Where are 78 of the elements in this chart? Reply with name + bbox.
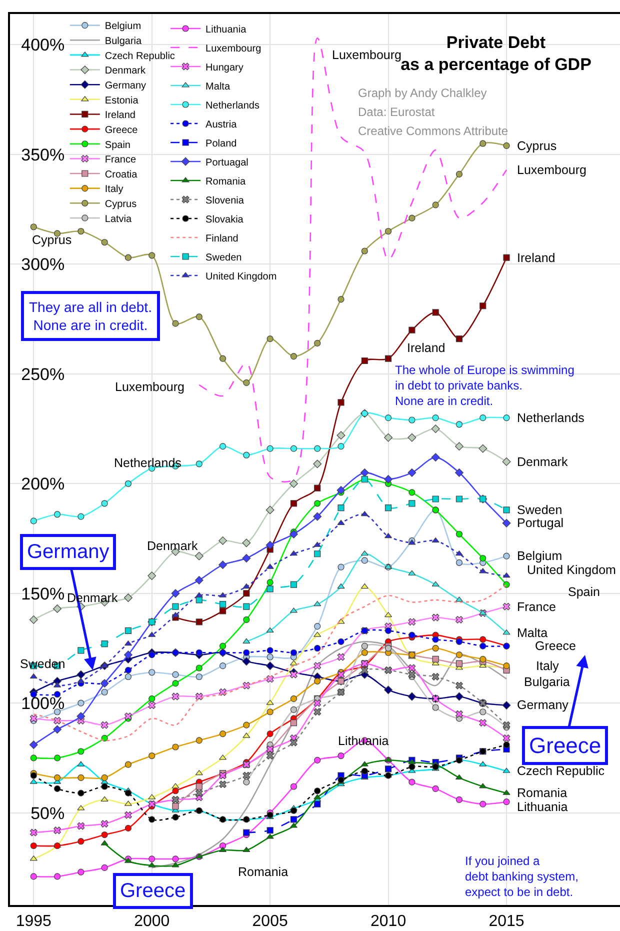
annotation: They are all in debt. None are in credit. [29,299,152,334]
legend-label: Luxembourg [206,43,262,54]
legend-label: Slovakia [206,214,244,226]
y-tick-label: 100% [21,694,65,714]
x-tick-label: 1995 [16,913,52,930]
annotation: Greece [535,639,576,653]
annotation: Denmark [517,455,568,469]
annotation: The whole of Europe is swimming in debt to private banks. None are in credit. [395,363,574,408]
legend-label: Austria [206,119,238,130]
annotation: Germany [27,541,110,563]
y-tick-label: 350% [21,145,65,164]
annotation: Graph by Andy Chalkley [358,86,487,100]
legend-label: Germany [104,80,146,92]
y-tick-label: 200% [21,474,65,494]
x-tick-label: 2010 [370,913,406,930]
annotation: Sweden [20,657,66,671]
annotation: Romania [517,786,568,800]
legend-label: Cyprus [104,199,137,210]
legend-label: Lithuania [206,24,247,36]
annotation: Greece [120,880,186,902]
legend-label: Poland [206,138,237,150]
annotation: Czech Republic [517,764,605,778]
legend-label: Hungary [206,62,244,74]
legend-label: Latvia [104,214,132,225]
annotation: Netherlands [517,411,584,425]
annotation: Luxembourg [517,163,587,177]
legend-label: Portuagal [206,157,248,168]
legend-label: Czech Republic [104,50,175,62]
annotation: Bulgaria [524,675,570,689]
annotation: If you joined a debt banking system, expect to be in debt. [465,854,578,900]
annotation: Germany [517,698,570,712]
annotation: Sweden [517,503,562,517]
y-tick-label: 150% [21,584,65,604]
legend-label: Bulgaria [104,36,142,48]
legend-label: Belgium [104,21,142,32]
annotation: Ireland [517,251,556,265]
legend-label: Italy [104,184,124,196]
annotation: Creative Commons Attribute [358,124,508,138]
annotation: Cyprus [32,233,72,247]
legend-label: Denmark [104,66,146,77]
legend-label: Finland [206,233,238,244]
legend-label: Romania [206,176,246,188]
annotation: United Kingdom [527,563,616,577]
legend-label: France [104,154,136,166]
y-tick-label: 300% [21,255,65,274]
x-tick-label: 2000 [134,913,170,930]
annotation: Italy [536,659,560,673]
legend-label: Ireland [104,110,136,122]
legend-label: Malta [206,81,230,92]
legend-label: Greece [104,124,138,136]
annotation: Ireland [407,341,446,355]
y-tick-label: 50% [30,804,65,823]
legend-label: Croatia [104,169,138,180]
annotation: Luxembourg [115,380,185,394]
legend-label: Spain [104,140,130,151]
annotation: Belgium [517,549,562,563]
annotation: Spain [568,585,600,599]
x-tick-label: 2015 [488,913,524,930]
y-tick-label: 400% [21,36,65,55]
legend-label: United Kingdom [206,271,277,282]
legend-label: Sweden [206,252,242,264]
annotation: France [517,600,556,614]
annotation: Data: Eurostat [358,105,436,119]
annotation: Romania [238,865,288,879]
legend-label: Estonia [104,95,139,106]
annotation: Greece [529,733,602,758]
annotation: Lithuania [517,800,568,814]
text: Private Debt as a percentage of GDP [400,33,592,74]
annotation: Cyprus [517,139,557,153]
x-tick-label: 2005 [252,913,288,930]
annotation: Malta [517,626,548,640]
y-tick-label: 250% [21,364,65,384]
annotation: Netherlands [114,456,182,470]
annotation: Luxembourg [332,48,402,62]
annotation: Denmark [147,539,198,553]
legend-label: Slovenia [206,195,244,206]
annotation: Portugal [517,516,564,530]
legend-label: Netherlands [206,100,260,112]
